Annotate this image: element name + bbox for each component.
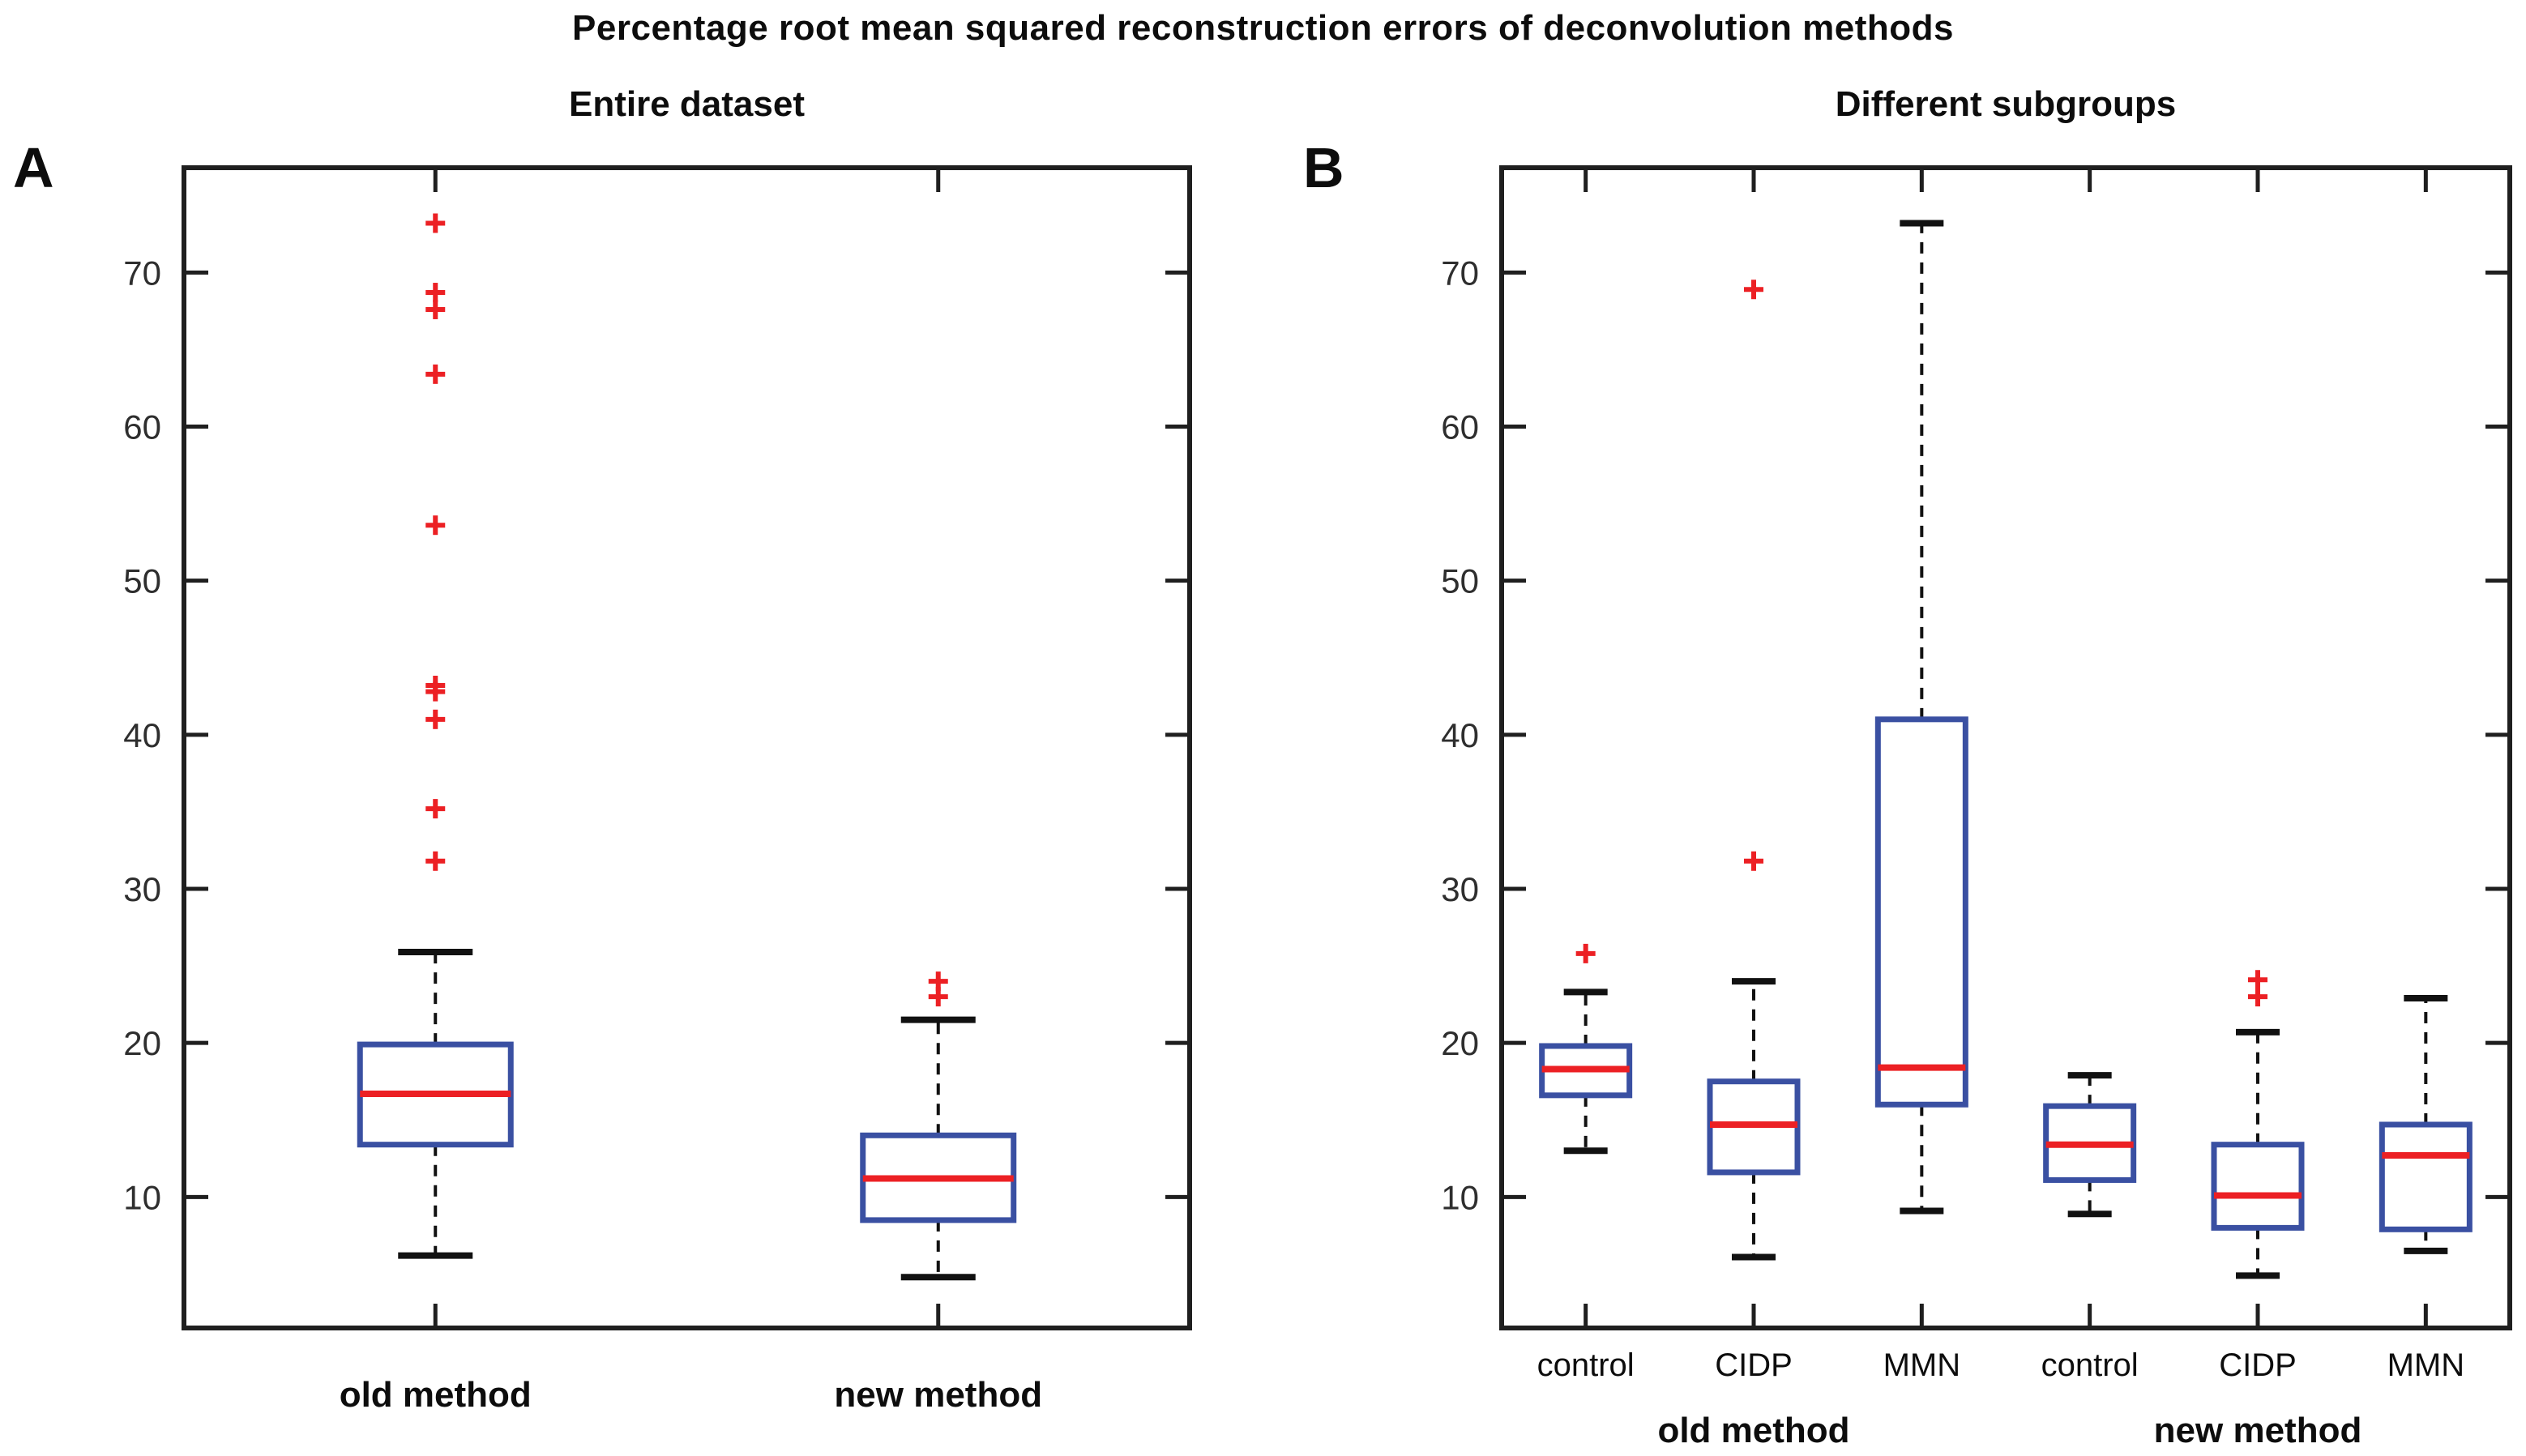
panel-a-y-tick-label-40: 40: [123, 716, 161, 754]
panel-a-y-tick-label-70: 70: [123, 254, 161, 292]
figure-title: Percentage root mean squared reconstruct…: [572, 8, 1954, 48]
panel-a-plot-frame: [182, 165, 1192, 1330]
panel-b-plot-frame: [1499, 165, 2512, 1330]
panel-a-y-tick-label-20: 20: [123, 1024, 161, 1062]
panel-a-y-tick-label-10: 10: [123, 1178, 161, 1216]
panel-a-y-tick-label-30: 30: [123, 870, 161, 908]
panel-b-subtitle: Different subgroups: [1835, 84, 2177, 124]
panel-b-x-label-3-control: control: [2041, 1347, 2139, 1383]
panel-b-y-tick-label-20: 20: [1441, 1024, 1479, 1062]
panel-b-letter: B: [1303, 136, 1344, 199]
panel-a-x-label-0-old-method: old method: [340, 1375, 532, 1415]
box-mmn-new-method: [2379, 1121, 2473, 1232]
panel-b-y-tick-label-50: 50: [1441, 562, 1479, 600]
panel-a-y-tick-label-60: 60: [123, 408, 161, 446]
panel-b-group-label-new-method: new method: [2154, 1411, 2362, 1450]
panel-a-x-label-1-new-method: new method: [834, 1375, 1042, 1415]
panel-b-x-label-5-mmn: MMN: [2387, 1347, 2465, 1383]
panel-b-y-tick-label-30: 30: [1441, 870, 1479, 908]
panel-b-y-tick-label-60: 60: [1441, 408, 1479, 446]
panel-b-group-label-old-method: old method: [1657, 1411, 1849, 1450]
panel-b-y-tick-label-70: 70: [1441, 254, 1479, 292]
panel-b-x-label-0-control: control: [1537, 1347, 1635, 1383]
panel-a-subtitle: Entire dataset: [569, 84, 805, 124]
panel-b-x-label-4-cidp: CIDP: [2219, 1347, 2297, 1383]
panel-a-letter: A: [13, 136, 54, 199]
panel-b-y-tick-label-40: 40: [1441, 716, 1479, 754]
panel-a-y-tick-label-50: 50: [123, 562, 161, 600]
panel-b-x-label-2-mmn: MMN: [1883, 1347, 1961, 1383]
box-cidp-new-method: [2211, 1142, 2305, 1231]
box-mmn-old-method: [1874, 716, 1968, 1108]
panel-b-x-label-1-cidp: CIDP: [1715, 1347, 1793, 1383]
panel-b-y-tick-label-10: 10: [1441, 1178, 1479, 1216]
